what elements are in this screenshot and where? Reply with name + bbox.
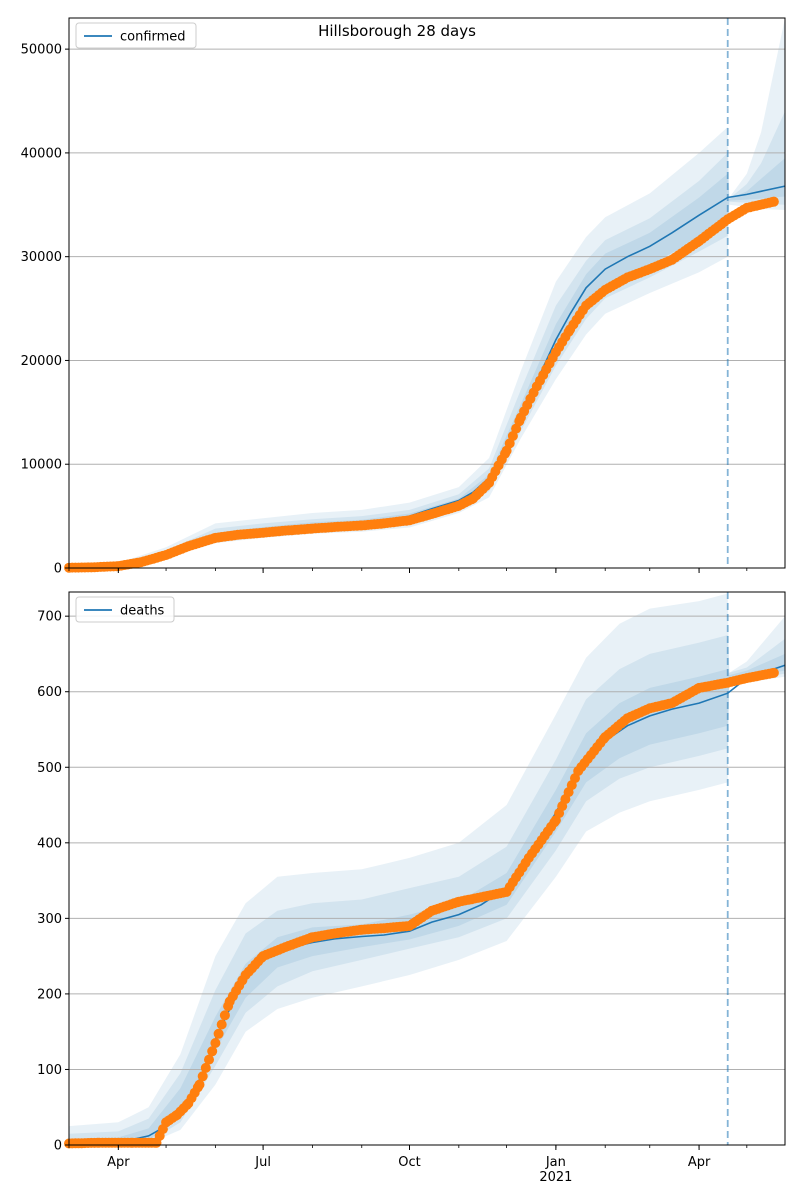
deaths-observed-point: [197, 1071, 208, 1082]
deaths-y-tick-label: 0: [54, 1139, 62, 1154]
confirmed-observed-points: [64, 196, 779, 573]
confirmed-y-tick-label: 10000: [21, 458, 62, 473]
confirmed-observed-point: [768, 196, 779, 207]
deaths-x-tick-label: Apr: [107, 1155, 130, 1170]
confirmed-legend-box: [75, 22, 197, 49]
deaths-observed-point: [768, 667, 779, 678]
deaths-y-tick-label: 200: [37, 987, 62, 1002]
deaths-legend: deaths: [75, 596, 175, 623]
confirmed-axes: 0 10000 20000 30000 40000 50000: [21, 17, 786, 577]
confirmed-axes-frame: [68, 17, 786, 569]
confirmed-y-tick-label: 50000: [21, 43, 62, 58]
deaths-x-tick-label: Jul: [254, 1155, 271, 1170]
deaths-x-tick-label: Oct: [398, 1155, 420, 1170]
deaths-x-tick-label: 2021: [539, 1170, 572, 1185]
confirmed-y-tick-label: 30000: [21, 250, 62, 265]
deaths-observed-point: [216, 1019, 227, 1030]
chart-title: Hillsborough 28 days: [318, 22, 476, 40]
deaths-y-tick-label: 300: [37, 912, 62, 927]
deaths-y-tick-label: 500: [37, 761, 62, 776]
deaths-observed-point: [194, 1079, 205, 1090]
confirmed-panel: 0 10000 20000 30000 40000 50000 confirmed Hil…: [21, 17, 786, 577]
confirmed-y-tick-label: 40000: [21, 146, 62, 161]
deaths-observed-point: [213, 1028, 224, 1039]
deaths-y-tick-label: 100: [37, 1063, 62, 1078]
deaths-band-inner: [69, 653, 785, 1145]
deaths-legend-box: [75, 596, 175, 623]
deaths-x-tick-label: Apr: [688, 1155, 711, 1170]
deaths-observed-point: [200, 1062, 211, 1073]
deaths-observed-point: [204, 1054, 214, 1065]
confirmed-legend: confirmed: [75, 22, 197, 49]
deaths-y-tick-label: 400: [37, 836, 62, 851]
deaths-band-middle: [69, 635, 785, 1145]
confirmed-y-tick-label: 0: [54, 562, 62, 577]
confirmed-uncertainty-bands: [69, 18, 785, 568]
confirmed-y-tick-label: 20000: [21, 354, 62, 369]
confirmed-legend-label: confirmed: [120, 30, 186, 45]
deaths-y-tick-label: 600: [37, 685, 62, 700]
confirmed-band-outer: [69, 18, 785, 568]
deaths-y-tick-label: 700: [37, 610, 62, 625]
deaths-axes-frame: [68, 591, 786, 1146]
deaths-x-tick-label: Jan: [545, 1155, 566, 1170]
deaths-observed-point: [207, 1046, 218, 1057]
confirmed-band-inner: [69, 158, 785, 568]
deaths-observed-point: [219, 1010, 230, 1021]
deaths-legend-label: deaths: [120, 604, 165, 619]
deaths-observed-point: [210, 1038, 221, 1048]
